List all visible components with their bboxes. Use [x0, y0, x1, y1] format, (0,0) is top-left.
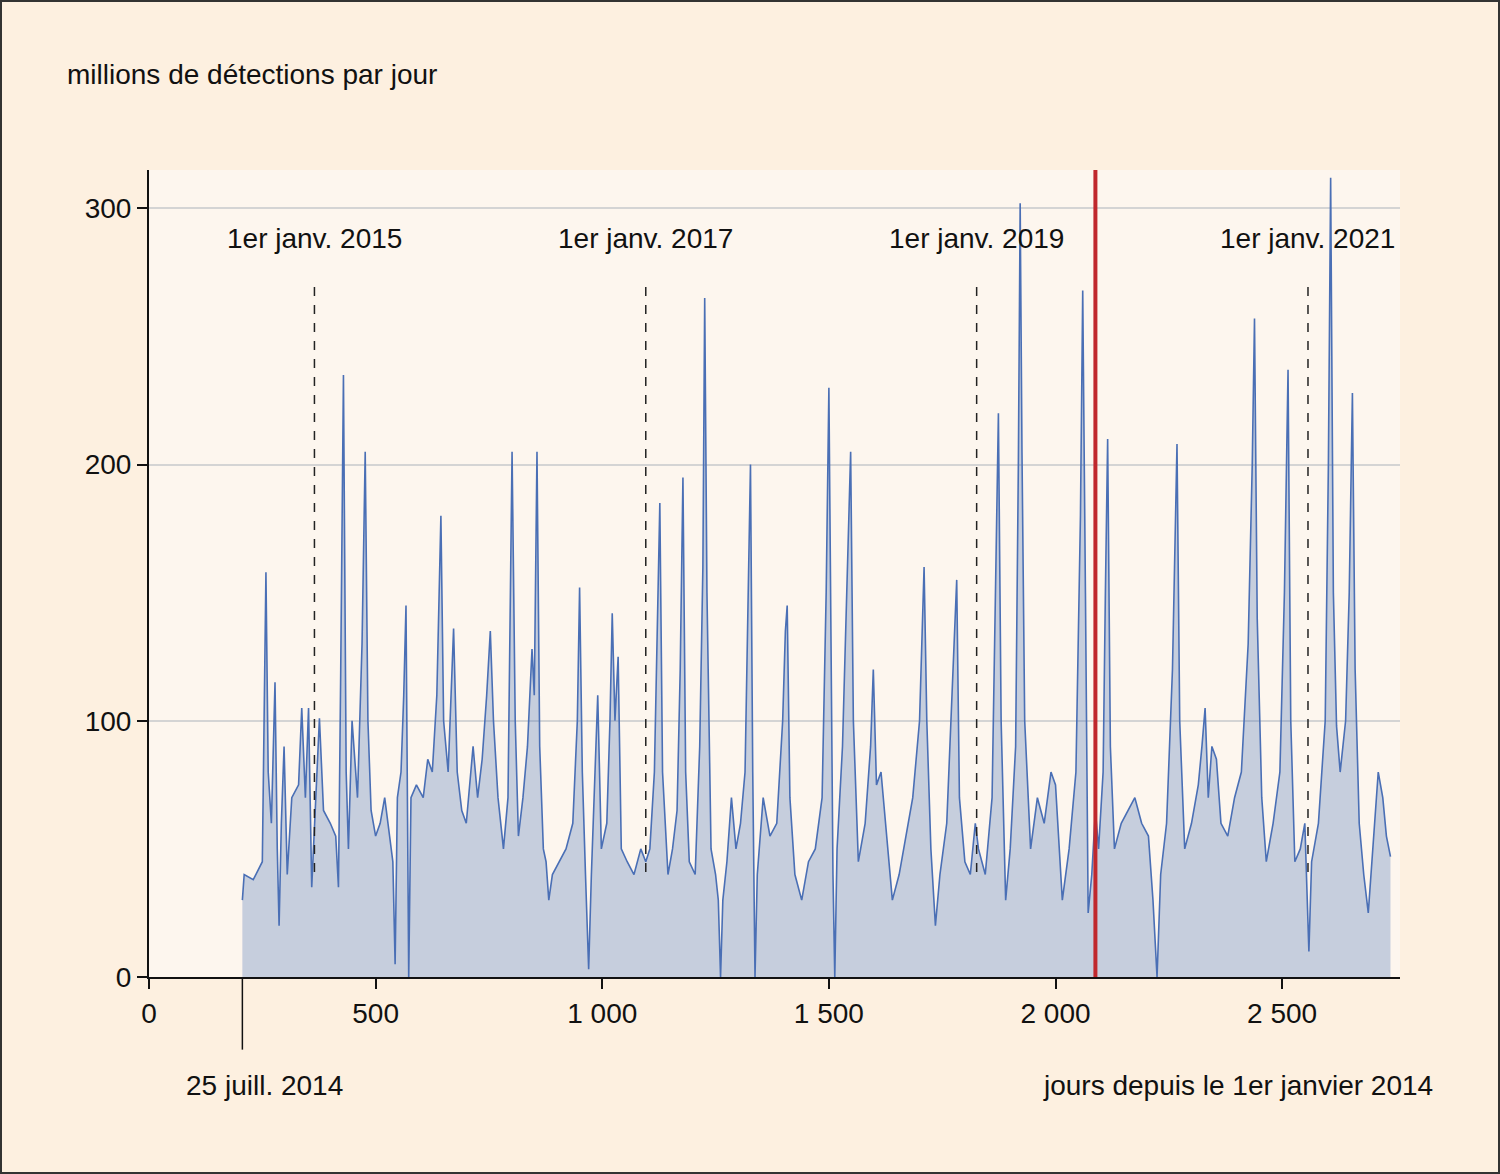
svg-text:500: 500 — [352, 998, 399, 1029]
svg-text:1er janv. 2019: 1er janv. 2019 — [889, 223, 1064, 254]
svg-text:1 500: 1 500 — [794, 998, 864, 1029]
svg-text:200: 200 — [85, 449, 132, 480]
svg-text:millions de détections par jou: millions de détections par jour — [67, 59, 437, 90]
svg-text:1er janv. 2017: 1er janv. 2017 — [558, 223, 733, 254]
svg-text:25 juill. 2014: 25 juill. 2014 — [186, 1070, 343, 1101]
svg-text:1er janv. 2015: 1er janv. 2015 — [227, 223, 402, 254]
svg-text:2 000: 2 000 — [1020, 998, 1090, 1029]
svg-text:300: 300 — [85, 193, 132, 224]
svg-text:1 000: 1 000 — [567, 998, 637, 1029]
svg-text:100: 100 — [85, 706, 132, 737]
svg-text:1er janv. 2021: 1er janv. 2021 — [1220, 223, 1395, 254]
svg-text:2 500: 2 500 — [1247, 998, 1317, 1029]
svg-text:0: 0 — [141, 998, 157, 1029]
svg-text:0: 0 — [116, 962, 132, 993]
svg-text:jours depuis le 1er janvier 20: jours depuis le 1er janvier 2014 — [1043, 1070, 1433, 1101]
